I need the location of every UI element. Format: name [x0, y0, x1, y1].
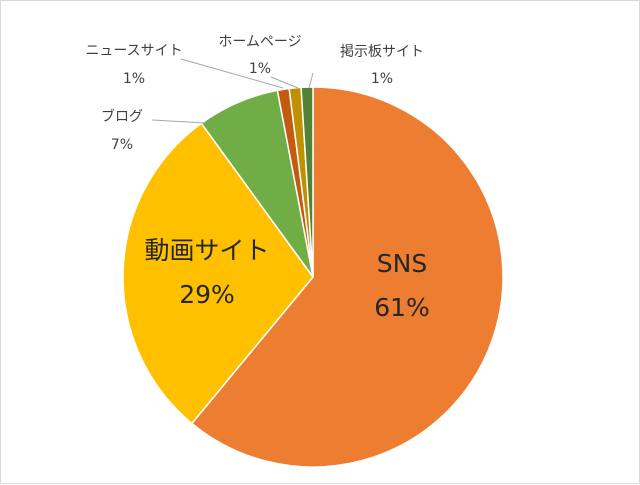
slice-percent-label: 1% — [249, 61, 271, 77]
slice-category-label: SNS — [377, 249, 427, 278]
slice-0 — [190, 86, 504, 468]
slice-1 — [122, 122, 314, 425]
slice-percent-label: 29% — [179, 280, 235, 309]
slice-category-label: 掲示板サイト — [340, 44, 424, 60]
slice-percent-label: 61% — [374, 293, 430, 322]
leader-line — [151, 119, 207, 124]
slice-category-label: 動画サイト — [144, 236, 269, 265]
slice-labels: SNS 61% 動画サイト 29% ブログ 7% ニュースサイト 1% ホームページ 1% 掲示板サ… — [85, 34, 429, 322]
leader-line — [270, 76, 299, 89]
slice-5 — [300, 86, 314, 278]
pie-slices — [122, 86, 504, 468]
slice-category-label: ブログ — [101, 108, 143, 125]
leader-line — [308, 72, 314, 89]
slice-percent-label: 1% — [371, 71, 393, 87]
slice-percent-label: 7% — [111, 137, 133, 153]
slice-percent-label: 1% — [123, 71, 145, 87]
slice-category-label: ニュースサイト — [85, 43, 182, 59]
leader-lines — [151, 58, 314, 124]
leader-line — [180, 58, 284, 89]
slice-category-label: ホームページ — [218, 34, 301, 50]
